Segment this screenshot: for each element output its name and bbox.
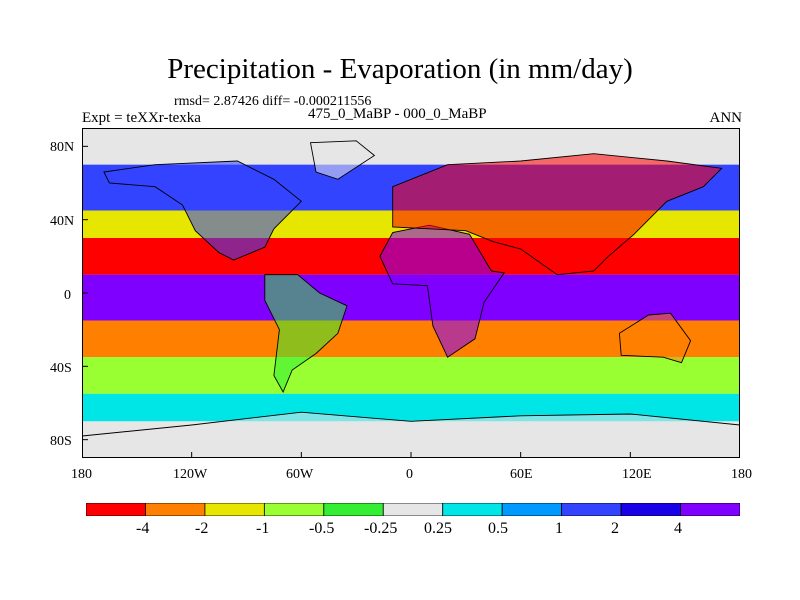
colorbar-label: -4: [136, 520, 150, 537]
colorbar: [85, 502, 741, 517]
colorbar-label: -1: [256, 520, 270, 537]
colorbar-label: -0.5: [309, 520, 335, 537]
colorbar-swatch: [382, 502, 444, 517]
colorbar-label: 2: [611, 520, 619, 537]
case-label: 475_0_MaBP - 000_0_MaBP: [308, 106, 487, 122]
colorbar-swatch: [561, 502, 622, 517]
colorbar-swatch: [145, 502, 206, 517]
lat-tick: 40S: [50, 361, 72, 376]
colorbar-label: 4: [674, 520, 682, 537]
season-label: ANN: [709, 110, 743, 126]
chart-title: Precipitation - Evaporation (in mm/day): [167, 53, 633, 85]
experiment-label: Expt = teXXr-texka: [82, 110, 201, 126]
continent-south-america: [264, 274, 348, 394]
field-band: [82, 357, 740, 394]
continent-australia: [618, 312, 692, 364]
colorbar-label: 0.5: [488, 520, 508, 537]
lat-tick: 80N: [50, 140, 75, 155]
lon-tick: 60E: [510, 467, 533, 482]
colorbar-swatch: [323, 502, 384, 517]
lat-tick: 40N: [50, 214, 75, 229]
lat-tick: 80S: [50, 434, 72, 449]
colorbar-label: 1: [555, 520, 563, 537]
colorbar-swatch: [680, 502, 741, 517]
continent-north-america: [103, 160, 302, 261]
lon-tick: 180: [731, 467, 752, 482]
lon-tick: 60W: [286, 467, 314, 482]
lon-tick: 180: [71, 467, 92, 482]
lon-tick: 120E: [622, 467, 652, 482]
continent-eurasia: [392, 153, 723, 276]
lon-tick: 120W: [173, 467, 208, 482]
colorbar-label: 0.25: [424, 520, 452, 537]
colorbar-swatch: [263, 502, 325, 517]
colorbar-label: -0.25: [364, 520, 398, 537]
continent-greenland: [309, 140, 376, 180]
map-plot: [82, 128, 740, 458]
lon-tick: 0: [406, 467, 413, 482]
continent-antarctica: [82, 411, 740, 458]
colorbar-swatch: [442, 502, 503, 517]
colorbar-label: -2: [195, 520, 209, 537]
stats-line: rmsd= 2.87426 diff= -0.000211556: [174, 94, 372, 109]
colorbar-swatch: [85, 502, 146, 517]
colorbar-swatch: [204, 502, 265, 517]
lat-tick: 0: [64, 288, 71, 303]
colorbar-swatch: [620, 502, 681, 517]
colorbar-swatches: [85, 502, 741, 517]
colorbar-swatch: [501, 502, 563, 517]
map-canvas: [82, 128, 740, 458]
